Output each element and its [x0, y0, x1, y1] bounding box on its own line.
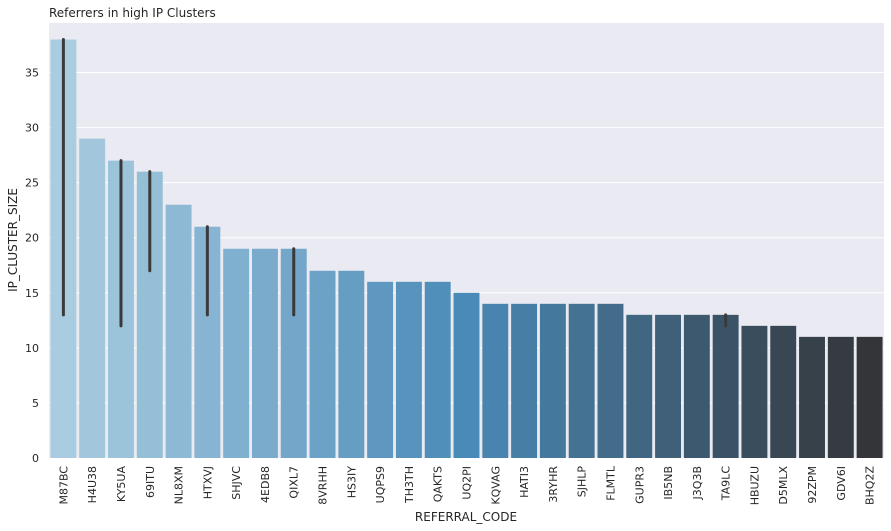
x-tick-labels: M87BC H4U38 KY5UA 69ITU NL8XM HTXVJ SHJVC 4EDB8…: [57, 465, 876, 505]
x-tick-label: HBUZU: [748, 466, 761, 505]
x-tick-label: QIXL7: [288, 466, 301, 499]
x-tick-label: GDV6I: [835, 466, 848, 501]
x-tick-label: H4U38: [86, 466, 99, 503]
bar-nl8xm: [165, 204, 192, 458]
x-tick-label: D5MLX: [777, 466, 790, 505]
bar-gupr3: [626, 314, 653, 458]
bar-hbuzu: [741, 325, 768, 458]
x-tick-label: 3RYHR: [547, 466, 560, 503]
bar-sjhlp: [568, 303, 595, 458]
x-tick-label: HS3IY: [345, 466, 358, 498]
x-tick-label: 69ITU: [144, 466, 157, 498]
bar-92zpm: [799, 336, 825, 458]
y-tick-labels: 0 5 10 15 20 25 30 35: [25, 67, 39, 465]
x-axis-label: REFERRAL_CODE: [415, 510, 517, 524]
x-tick-label: IB5NB: [662, 466, 675, 500]
x-tick-label: HTXVJ: [201, 466, 214, 499]
bar-gdv6i: [827, 336, 854, 458]
y-tick-label: 30: [25, 122, 39, 135]
bar-shjvc: [223, 248, 250, 458]
bar-4edb8: [251, 248, 278, 458]
bar-th3th: [395, 281, 422, 458]
y-tick-label: 35: [25, 67, 39, 80]
bar-hs3iy: [338, 270, 365, 458]
x-tick-label: BHQ2Z: [864, 466, 877, 505]
x-tick-label: 92ZPM: [806, 466, 819, 504]
bar-hati3: [511, 303, 538, 458]
bar-bhq2z: [856, 336, 883, 458]
y-tick-label: 15: [25, 287, 39, 300]
bar-uqps9: [367, 281, 394, 458]
y-tick-label: 25: [25, 177, 39, 190]
bar-h4u38: [79, 138, 106, 458]
y-axis-label: IP_CLUSTER_SIZE: [6, 188, 20, 292]
x-tick-label: KY5UA: [115, 466, 128, 503]
x-tick-label: SHJVC: [230, 466, 243, 500]
bar-j3q3b: [683, 314, 710, 458]
x-tick-label: QAKTS: [432, 466, 445, 502]
y-tick-label: 5: [32, 397, 39, 410]
y-tick-label: 10: [25, 342, 39, 355]
error-bars: [61, 38, 728, 328]
y-tick-label: 0: [32, 452, 39, 465]
bar-ib5nb: [655, 314, 682, 458]
bar-3ryhr: [539, 303, 566, 458]
bar-kqvag: [482, 303, 509, 458]
x-tick-label: HATI3: [518, 466, 531, 498]
x-tick-label: FLMTL: [604, 465, 617, 501]
bar-flmtl: [597, 303, 624, 458]
bar-uq2pi: [453, 292, 480, 458]
x-tick-label: UQPS9: [374, 466, 387, 503]
y-tick-label: 20: [25, 232, 39, 245]
bar-d5mlx: [770, 325, 797, 458]
x-tick-label: TA9LC: [720, 466, 733, 502]
x-tick-label: M87BC: [57, 466, 70, 505]
x-tick-label: NL8XM: [173, 466, 186, 504]
x-tick-label: 4EDB8: [259, 466, 272, 503]
bar-qakts: [424, 281, 451, 458]
bar-8vrhh: [309, 270, 336, 458]
x-tick-label: SJHLP: [576, 466, 589, 498]
x-tick-label: KQVAG: [489, 466, 502, 505]
x-tick-label: TH3TH: [403, 466, 416, 504]
chart-title: Referrers in high IP Clusters: [49, 6, 216, 20]
x-tick-label: GUPR3: [633, 466, 646, 504]
bar-ta9lc: [712, 314, 739, 458]
x-tick-label: J3Q3B: [691, 466, 704, 500]
x-tick-label: 8VRHH: [317, 466, 330, 505]
x-tick-label: UQ2PI: [461, 466, 474, 500]
